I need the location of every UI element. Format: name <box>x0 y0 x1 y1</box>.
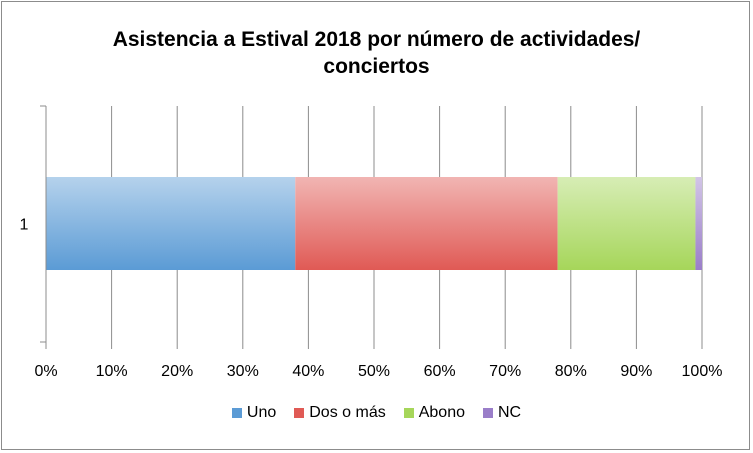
category-tick-label: 1 <box>20 217 29 234</box>
legend-item: NC <box>482 404 522 422</box>
x-tick-label: 50% <box>358 363 390 380</box>
x-tick-label: 60% <box>424 363 456 380</box>
legend-label: Uno <box>246 404 277 421</box>
legend-label: Abono <box>418 404 465 421</box>
x-tick-label: 90% <box>620 363 652 380</box>
legend-swatch <box>482 408 493 418</box>
legend-item: Uno <box>231 404 277 422</box>
bar-segment <box>295 177 558 270</box>
legend-item: Dos o más <box>294 404 386 422</box>
legend-label: Dos o más <box>309 404 386 421</box>
x-tick-label: 100% <box>682 363 723 380</box>
x-tick-label: 40% <box>292 363 324 380</box>
bar-segment <box>695 177 702 270</box>
legend-swatch <box>231 408 242 418</box>
chart-title: Asistencia a Estival 2018 por número de … <box>112 28 641 78</box>
x-tick-label: 70% <box>489 363 521 380</box>
legend-label: NC <box>497 404 522 421</box>
x-tick-label: 0% <box>34 363 57 380</box>
legend-swatch <box>403 408 414 418</box>
legend-item: Abono <box>403 404 465 422</box>
x-tick-label: 10% <box>96 363 128 380</box>
bar-segment <box>46 177 296 270</box>
x-tick-label: 80% <box>555 363 587 380</box>
x-tick-label: 20% <box>161 363 193 380</box>
chart-legend: Uno Dos o más Abono NC <box>0 404 753 422</box>
bar-segment <box>557 177 696 270</box>
x-tick-label: 30% <box>227 363 259 380</box>
legend-swatch <box>294 408 305 418</box>
